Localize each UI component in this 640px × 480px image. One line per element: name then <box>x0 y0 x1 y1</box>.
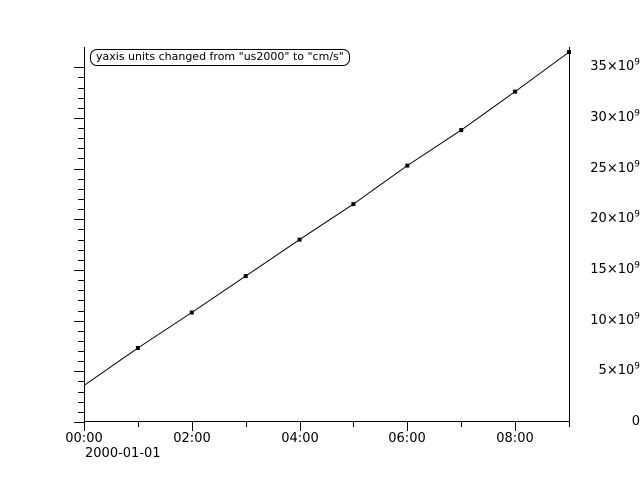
y-axis-tick-label-exponent: 9 <box>634 260 640 271</box>
y-axis-tick-label-text: 15×10 <box>590 262 635 277</box>
y-axis-minor-tick <box>78 148 84 149</box>
x-axis-tick-label: 06:00 <box>388 431 426 446</box>
x-axis-minor-tick <box>569 422 570 427</box>
y-axis-minor-tick <box>78 260 84 261</box>
y-axis-major-tick <box>74 118 84 119</box>
y-axis-major-tick <box>74 67 84 68</box>
y-axis-minor-tick <box>78 158 84 159</box>
data-point-marker <box>405 163 410 168</box>
data-point-marker <box>297 237 302 242</box>
y-axis-minor-tick <box>78 381 84 382</box>
x-axis-major-tick <box>515 422 516 431</box>
x-axis-tick-label: 04:00 <box>281 431 319 446</box>
y-axis-major-tick <box>74 169 84 170</box>
y-axis-minor-tick <box>78 108 84 109</box>
y-axis-tick-label: 35×109 <box>574 57 640 74</box>
x-axis-date-label: 2000-01-01 <box>85 446 161 461</box>
y-axis-tick-label-exponent: 9 <box>634 311 640 322</box>
yaxis-units-annotation[interactable]: yaxis units changed from "us2000" to "cm… <box>90 49 350 66</box>
y-axis-major-tick <box>74 219 84 220</box>
x-axis-tick-label: 08:00 <box>496 431 534 446</box>
y-axis-tick-label-text: 0 <box>631 414 640 429</box>
x-axis-tick-label: 00:00 <box>65 431 103 446</box>
y-axis-minor-tick <box>78 290 84 291</box>
y-axis-tick-label-text: 35×10 <box>590 59 635 74</box>
y-axis-minor-tick <box>78 138 84 139</box>
x-axis-major-tick <box>84 422 85 431</box>
y-axis-tick-label: 20×109 <box>574 209 640 226</box>
y-axis-minor-tick <box>78 209 84 210</box>
y-axis-tick-label: 30×109 <box>574 108 640 125</box>
y-axis-tick-label-exponent: 9 <box>634 159 640 170</box>
data-point-marker <box>135 346 140 350</box>
y-axis-minor-tick <box>78 77 84 78</box>
y-axis-tick-label: 15×109 <box>574 260 640 277</box>
y-axis-minor-tick <box>78 240 84 241</box>
y-axis-major-tick <box>74 321 84 322</box>
plot-frame-right-edge <box>569 47 570 422</box>
y-axis-tick-label: 5×109 <box>574 361 640 378</box>
x-axis-major-tick <box>192 422 193 431</box>
x-axis-major-tick <box>407 422 408 431</box>
series-line <box>83 51 570 386</box>
y-axis-tick-label-text: 20×10 <box>590 211 635 226</box>
x-axis-tick-label: 02:00 <box>173 431 211 446</box>
x-axis-major-tick <box>300 422 301 431</box>
y-axis-tick-label-exponent: 9 <box>634 108 640 119</box>
series-markers <box>135 50 571 350</box>
data-point-marker <box>513 89 518 94</box>
data-point-marker <box>459 128 464 133</box>
y-axis-tick-label: 10×109 <box>574 311 640 328</box>
y-axis-minor-tick <box>78 189 84 190</box>
y-axis-minor-tick <box>78 179 84 180</box>
y-axis-minor-tick <box>78 229 84 230</box>
y-axis-minor-tick <box>78 341 84 342</box>
y-axis-tick-label: 25×109 <box>574 159 640 176</box>
y-axis-minor-tick <box>78 199 84 200</box>
y-axis-minor-tick <box>78 392 84 393</box>
data-point-marker <box>567 50 571 55</box>
y-axis-major-tick <box>74 371 84 372</box>
x-axis-minor-tick <box>353 422 354 427</box>
y-axis-minor-tick <box>78 351 84 352</box>
y-axis-tick-label: 0 <box>574 415 640 428</box>
y-axis-major-tick <box>74 422 84 423</box>
x-axis-minor-tick <box>246 422 247 427</box>
y-axis-tick-label-exponent: 9 <box>634 57 640 68</box>
x-axis-minor-tick <box>138 422 139 427</box>
y-axis-minor-tick <box>78 98 84 99</box>
y-axis-minor-tick <box>78 280 84 281</box>
data-point-marker <box>351 202 356 207</box>
y-axis-minor-tick <box>78 311 84 312</box>
y-axis-tick-label-text: 30×10 <box>590 110 635 125</box>
y-axis-tick-label-exponent: 9 <box>634 361 640 372</box>
y-axis-tick-label-text: 25×10 <box>590 161 635 176</box>
y-axis-minor-tick <box>78 402 84 403</box>
y-axis-tick-label-text: 10×10 <box>590 313 635 328</box>
y-axis-minor-tick <box>78 88 84 89</box>
y-axis-minor-tick <box>78 361 84 362</box>
y-axis-tick-label-text: 5×10 <box>598 363 635 378</box>
x-axis-minor-tick <box>461 422 462 427</box>
y-axis-minor-tick <box>78 128 84 129</box>
plot-frame <box>84 47 569 422</box>
data-point-marker <box>243 274 248 279</box>
y-axis-minor-tick <box>78 250 84 251</box>
y-axis-tick-label-exponent: 9 <box>634 209 640 220</box>
y-axis-minor-tick <box>78 331 84 332</box>
y-axis-major-tick <box>74 270 84 271</box>
y-axis-minor-tick <box>78 412 84 413</box>
data-point-marker <box>189 310 194 315</box>
y-axis-minor-tick <box>78 300 84 301</box>
